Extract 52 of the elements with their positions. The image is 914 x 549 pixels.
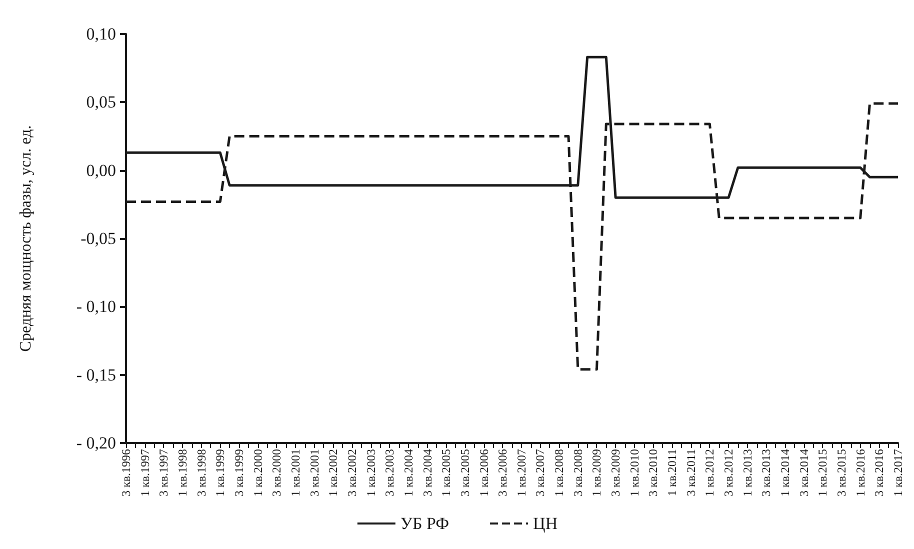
x-tick-label: 1 кв.2010	[627, 449, 642, 496]
x-tick-label: 3 кв.2013	[759, 449, 774, 496]
x-tick-label: 3 кв.2014	[796, 449, 811, 496]
x-tick-label: 3 кв.2007	[533, 449, 548, 496]
x-tick-label: 1 кв.2000	[250, 449, 265, 496]
x-tick-label: 1 кв.1997	[138, 449, 152, 496]
x-tick-label: 1 кв.2008	[552, 449, 566, 496]
x-tick-label: 1 кв.2013	[740, 449, 754, 496]
y-tick-label: 0,00	[86, 160, 116, 180]
x-tick-label: 1 кв.2014	[778, 449, 792, 496]
x-tick-label: 3 кв.1999	[232, 449, 246, 496]
x-tick-label: 3 кв.1997	[156, 449, 171, 496]
x-tick-label: 1 кв.2017	[891, 449, 905, 496]
x-tick-label: 3 кв.2010	[646, 449, 660, 496]
x-tick-label: 3 кв.2005	[458, 449, 472, 496]
y-tick-label: -0,05	[80, 229, 116, 248]
x-tick-label: 1 кв.2007	[514, 449, 528, 496]
y-tick-label: - 0,20	[76, 434, 116, 452]
legend-label: ЦН	[533, 514, 558, 533]
x-tick-label: 3 кв.2002	[344, 449, 359, 496]
x-tick-label: 3 кв.1996	[119, 449, 133, 496]
x-tick-label: 3 кв.2015	[834, 449, 849, 496]
x-tick-label: 1 кв.1999	[213, 449, 228, 496]
x-tick-label: 1 кв.2011	[665, 449, 680, 496]
legend-label: УБ РФ	[400, 514, 450, 533]
x-tick-label: 1 кв.2016	[853, 449, 868, 496]
x-tick-label: 3 кв.2003	[382, 449, 397, 496]
x-tick-label: 1 кв.2015	[816, 449, 830, 496]
x-tick-label: 3 кв.2001	[307, 449, 322, 496]
y-tick-label: 0,05	[86, 92, 116, 112]
x-tick-label: 3 кв.2011	[684, 449, 698, 496]
x-tick-label: 3 кв.2000	[270, 449, 284, 496]
x-tick-label: 1 кв.2006	[476, 449, 491, 496]
x-tick-label: 3 кв.1998	[194, 449, 208, 496]
x-tick-label: 3 кв.2004	[420, 449, 434, 496]
x-tick-label: 1 кв.2005	[439, 449, 454, 496]
x-tick-label: 1 кв.2012	[702, 449, 717, 496]
x-tick-label: 1 кв.2003	[364, 449, 378, 496]
x-tick-label: 3 кв.2006	[496, 449, 510, 496]
y-tick-label: - 0,15	[76, 365, 116, 384]
y-tick-label: 0,10	[86, 24, 116, 44]
x-tick-label: 1 кв.2001	[288, 449, 302, 496]
x-tick-label: 3 кв.2008	[570, 449, 585, 496]
x-tick-label: 3 кв.2012	[722, 449, 736, 496]
y-axis-title: Средняя мощность фазы, усл. ед.	[18, 125, 34, 352]
x-tick-label: 1 кв.2002	[326, 449, 340, 496]
x-tick-label: 1 кв.2004	[401, 449, 416, 496]
x-tick-label: 1 кв.2009	[590, 449, 604, 496]
x-tick-label: 3 кв.2009	[608, 449, 623, 496]
x-tick-label: 1 кв.1998	[175, 449, 190, 496]
x-tick-label: 3 кв.2016	[872, 449, 886, 496]
y-tick-label: - 0,10	[76, 297, 116, 316]
